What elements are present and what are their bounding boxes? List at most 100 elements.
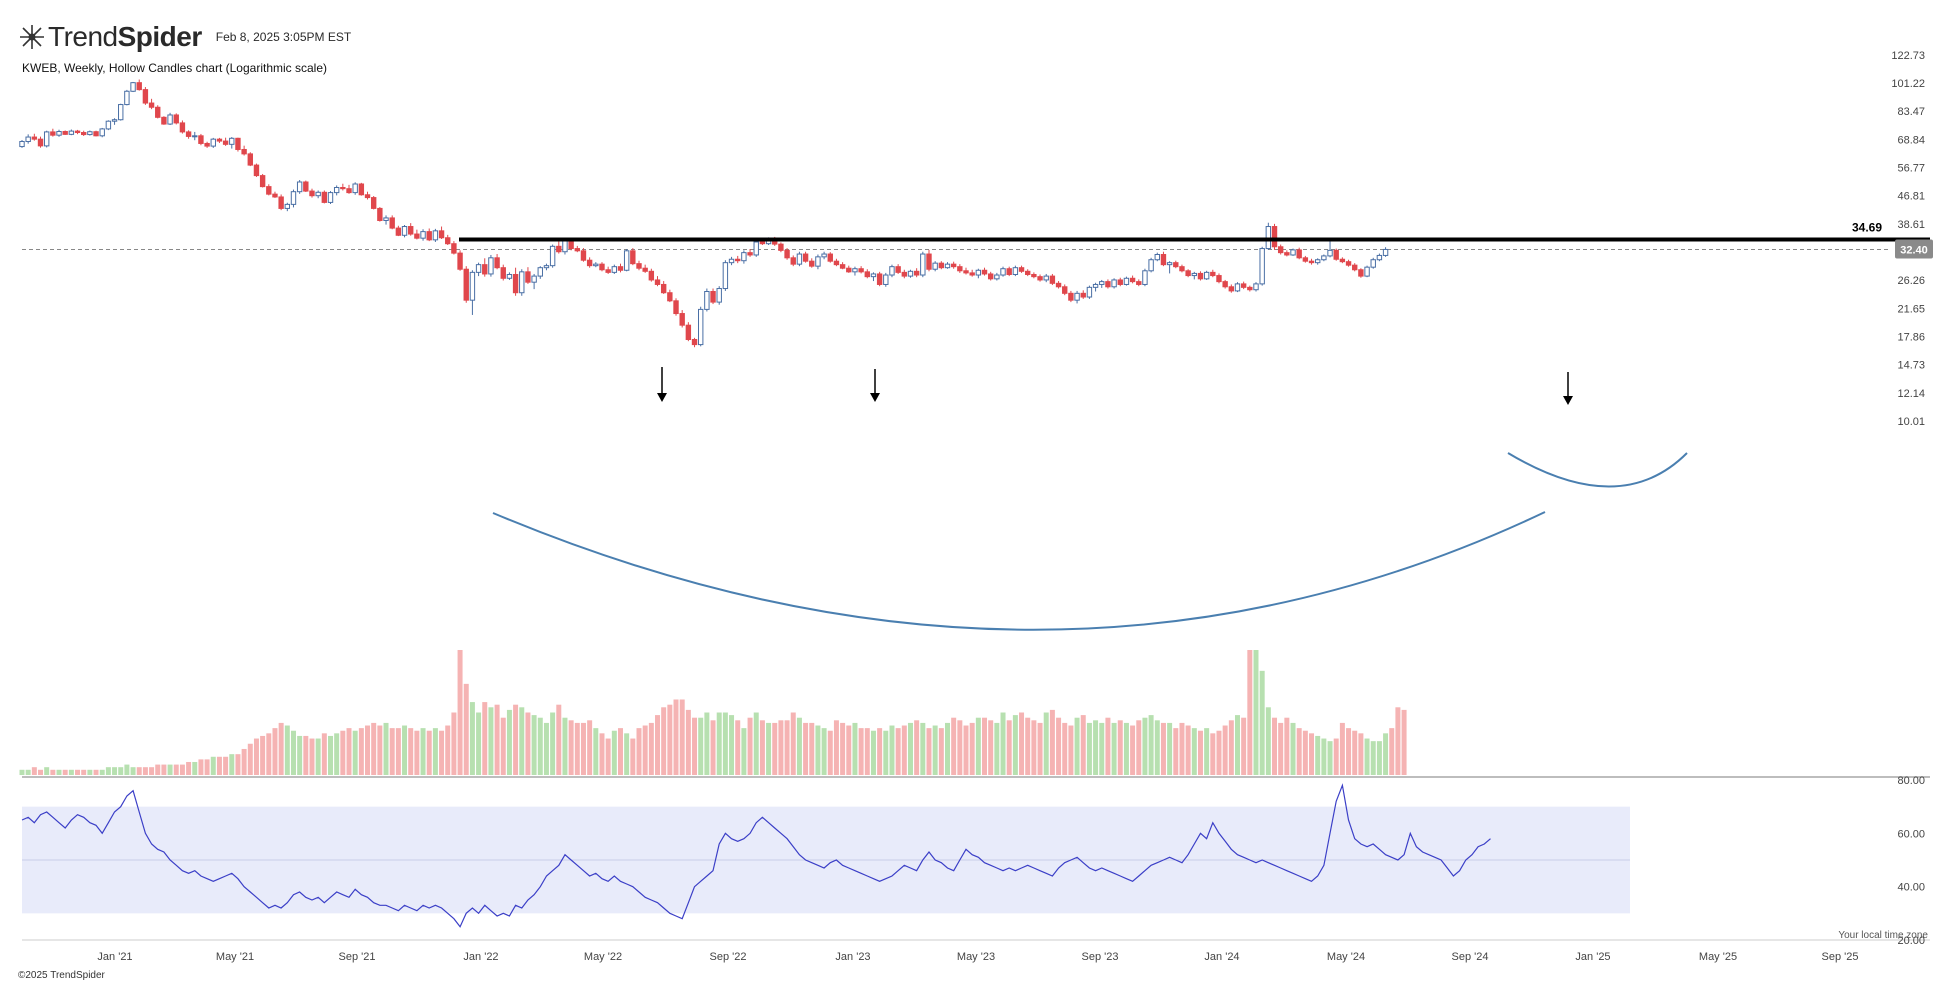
volume-bar xyxy=(426,730,432,775)
candle-body xyxy=(987,273,994,280)
volume-bar xyxy=(778,720,784,775)
candle-body xyxy=(994,274,1000,280)
volume-bar xyxy=(1117,720,1123,775)
volume-bar xyxy=(901,725,907,775)
volume-bar xyxy=(685,709,691,775)
time-axis-tick: May '21 xyxy=(216,951,254,963)
volume-bar xyxy=(673,699,679,775)
candle-body xyxy=(1142,270,1148,285)
volume-bar xyxy=(494,704,500,775)
volume-bar xyxy=(840,722,846,775)
volume-bar xyxy=(1302,730,1308,775)
volume-bar xyxy=(130,767,136,775)
candle-body xyxy=(130,82,136,92)
volume-bar xyxy=(198,759,204,775)
price-axis-tick: 56.77 xyxy=(1897,162,1925,174)
volume-bar xyxy=(1148,715,1154,775)
candle-body xyxy=(1358,269,1364,277)
volume-bar xyxy=(1296,728,1302,775)
candle-body xyxy=(957,266,963,272)
volume-bar xyxy=(1043,712,1049,775)
candle-body xyxy=(846,267,852,273)
price-axis-tick: 68.84 xyxy=(1897,134,1925,146)
volume-bar xyxy=(790,712,796,775)
candle-body xyxy=(1277,246,1284,254)
candle-body xyxy=(1216,275,1222,283)
candle-body xyxy=(543,265,550,269)
candle-body xyxy=(1148,259,1154,272)
candle-body xyxy=(321,191,328,203)
volume-bar xyxy=(599,733,605,775)
volume-bar xyxy=(81,769,87,775)
candle-body xyxy=(377,207,383,221)
volume-bar xyxy=(395,728,401,775)
candle-body xyxy=(673,300,679,315)
candle-body xyxy=(1185,270,1191,277)
volume-bar xyxy=(969,722,975,775)
volume-bar xyxy=(1031,720,1037,775)
volume-bar xyxy=(1197,730,1203,775)
volume-bar xyxy=(679,699,685,775)
candle-body xyxy=(253,164,260,177)
candle-body xyxy=(136,82,142,91)
price-axis-tick: 38.61 xyxy=(1897,219,1925,231)
volume-bar xyxy=(482,702,488,775)
candle-body xyxy=(876,273,883,285)
volume-bar xyxy=(796,717,802,775)
candle-body xyxy=(124,90,130,106)
volume-bar xyxy=(1278,722,1284,775)
volume-bar xyxy=(179,764,185,775)
volume-bar xyxy=(229,754,235,775)
candle-body xyxy=(118,104,124,121)
volume-bar xyxy=(858,728,864,775)
volume-bar xyxy=(93,769,99,775)
volume-bar xyxy=(260,735,266,775)
volume-bar xyxy=(19,769,25,775)
volume-bar xyxy=(1099,722,1105,775)
volume-bar xyxy=(75,769,81,775)
volume-bar xyxy=(1191,728,1197,775)
candle-body xyxy=(333,186,340,194)
candle-body xyxy=(161,116,167,125)
candle-body xyxy=(1179,266,1185,272)
volume-bar xyxy=(1339,722,1345,775)
candle-body xyxy=(870,273,877,278)
candle-body xyxy=(1327,249,1333,257)
volume-bar xyxy=(389,728,395,775)
candle-body xyxy=(586,259,593,267)
volume-bar xyxy=(809,722,815,775)
volume-bar xyxy=(365,725,371,775)
volume-bar xyxy=(1272,717,1278,775)
candle-body xyxy=(938,262,945,269)
candle-body xyxy=(241,148,247,155)
candle-body xyxy=(630,250,636,265)
brand-name: TrendSpider xyxy=(48,21,202,52)
volume-bar xyxy=(920,722,926,775)
volume-bar xyxy=(741,728,747,775)
candle-body xyxy=(753,241,759,256)
candle-body xyxy=(185,131,192,137)
candle-body xyxy=(716,288,722,303)
volume-bar xyxy=(938,728,944,775)
price-axis-tick: 10.01 xyxy=(1897,416,1925,428)
candle-body xyxy=(1123,277,1130,285)
volume-bar xyxy=(309,738,315,775)
volume-bar xyxy=(136,767,142,775)
candle-body xyxy=(284,203,291,209)
candle-body xyxy=(815,256,821,267)
volume-bar xyxy=(1309,733,1315,775)
volume-bar xyxy=(636,728,642,775)
candle-body xyxy=(1296,249,1302,259)
volume-bar xyxy=(587,720,593,775)
volume-bar xyxy=(870,730,876,775)
candle-body xyxy=(889,266,895,276)
volume-bar xyxy=(432,728,438,775)
candle-body xyxy=(1012,267,1019,275)
volume-bar xyxy=(321,733,327,775)
volume-bar xyxy=(698,717,704,775)
volume-bar xyxy=(1222,725,1228,775)
volume-bar xyxy=(1321,738,1327,775)
volume-bar xyxy=(1247,650,1253,775)
candle-body xyxy=(303,181,309,192)
